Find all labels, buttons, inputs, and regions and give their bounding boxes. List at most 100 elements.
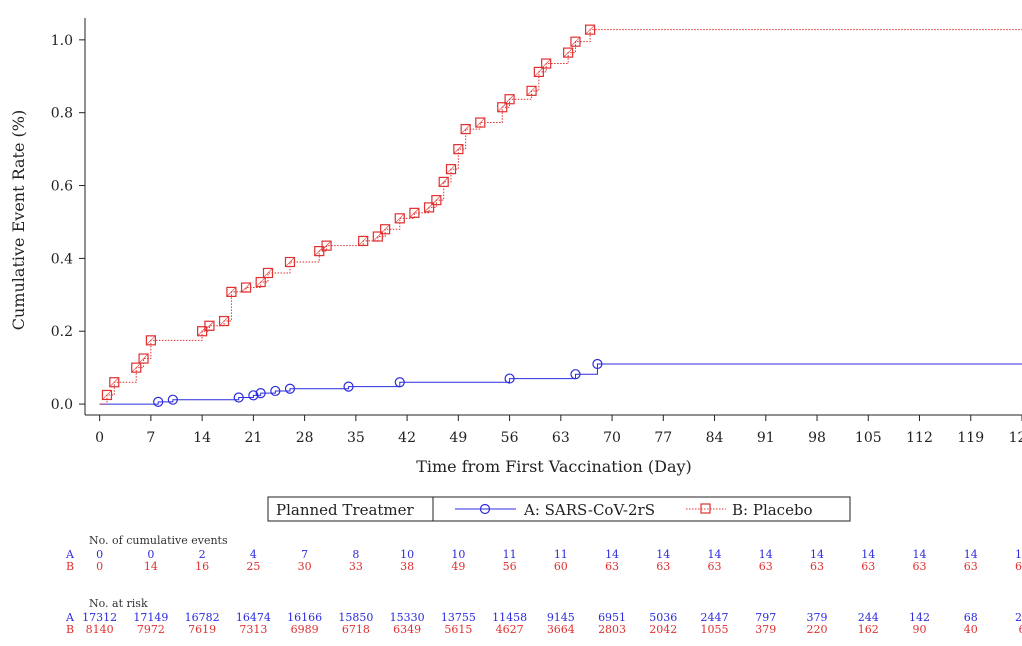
risk-table-cell: 6951 — [598, 611, 626, 624]
data-point-b — [284, 256, 296, 268]
data-point-b — [218, 315, 230, 327]
x-tick-label: 112 — [906, 430, 933, 446]
data-point-b-hatch — [263, 268, 273, 278]
legend: Planned Treatmer A: SARS-CoV-2rS B: Plac… — [267, 496, 851, 522]
legend-label-b: B: Placebo — [732, 501, 813, 519]
x-tick-label: 35 — [347, 430, 365, 446]
risk-table-cell: 56 — [503, 560, 517, 573]
risk-table-cell: 2042 — [649, 623, 677, 636]
risk-table-cell: 7619 — [188, 623, 216, 636]
risk-table-cell: 60 — [554, 560, 568, 573]
data-point-b — [240, 282, 252, 293]
risk-table-cell: 0 — [96, 548, 103, 561]
data-point-b — [445, 164, 457, 175]
data-point-a — [270, 385, 281, 397]
risk-table-cell: 11 — [503, 548, 517, 561]
risk-table-cell: 14 — [1015, 548, 1022, 561]
data-point-b-hatch — [460, 124, 471, 134]
risk-table-cell: 90 — [913, 623, 927, 636]
risk-table-cell: 40 — [964, 623, 978, 636]
data-point-b — [138, 353, 149, 364]
data-point-a — [233, 392, 244, 403]
risk-table-cell: 5036 — [649, 611, 677, 624]
data-point-b — [585, 24, 596, 35]
data-point-b — [255, 276, 266, 288]
risk-table-cell: 10 — [400, 548, 414, 561]
risk-table-group-label: B — [66, 623, 74, 636]
risk-table-cell: 6 — [1019, 623, 1022, 636]
data-point-b — [504, 94, 515, 105]
risk-table-cell: 7313 — [239, 623, 267, 636]
legend-marker-a — [479, 503, 491, 515]
risk-table-group-label: B — [66, 560, 74, 573]
data-point-b — [226, 286, 237, 297]
risk-table-heading: No. of cumulative events — [89, 534, 228, 547]
risk-table-cell: 63 — [861, 560, 875, 573]
risk-table-cell: 14 — [656, 548, 670, 561]
x-tick-label: 119 — [957, 430, 984, 446]
x-tick-label: 21 — [244, 430, 262, 446]
risk-table-cell: 63 — [708, 560, 722, 573]
data-point-a — [284, 383, 296, 394]
legend-title: Planned Treatmer — [276, 501, 415, 519]
risk-table-cell: 162 — [858, 623, 879, 636]
risk-table-cell: 6349 — [393, 623, 421, 636]
data-point-b — [314, 246, 325, 257]
data-point-b — [394, 213, 405, 224]
risk-table-cell: 4 — [250, 548, 257, 561]
data-point-b-hatch — [431, 195, 442, 205]
series-line-a — [99, 363, 1022, 405]
x-tick-label: 63 — [552, 430, 570, 446]
data-point-b — [131, 362, 142, 373]
x-tick-label: 42 — [398, 430, 416, 446]
data-point-b-hatch — [358, 236, 368, 246]
risk-table-group-label: A — [65, 548, 75, 561]
data-point-a — [394, 377, 405, 388]
x-tick-label: 70 — [603, 430, 621, 446]
data-point-b — [533, 66, 544, 78]
data-point-b — [109, 377, 120, 388]
data-point-b-hatch — [138, 353, 149, 364]
x-tick-label: 77 — [654, 430, 672, 446]
y-tick-label: 0.2 — [51, 324, 73, 340]
risk-table-cell: 797 — [755, 611, 776, 624]
x-tick-label: 14 — [193, 430, 211, 446]
x-tick-label: 84 — [706, 430, 724, 446]
data-point-b — [409, 207, 420, 218]
risk-table-cell: 63 — [1015, 560, 1022, 573]
data-point-b — [460, 123, 471, 135]
risk-table-cell: 11458 — [492, 611, 527, 624]
data-point-b — [423, 202, 435, 213]
risk-table-cell: 2803 — [598, 623, 626, 636]
risk-table-cell: 7972 — [137, 623, 165, 636]
data-point-b-hatch — [146, 335, 156, 346]
data-point-b — [101, 389, 113, 401]
risk-table-cell: 4627 — [496, 623, 524, 636]
risk-table-cell: 142 — [909, 611, 930, 624]
data-point-b-hatch — [526, 86, 537, 96]
risk-table-cell: 11 — [554, 548, 568, 561]
data-point-b — [497, 102, 508, 113]
risk-table-cell: 2447 — [701, 611, 729, 624]
series-line-b — [99, 29, 1022, 405]
risk-table-cell: 220 — [807, 623, 828, 636]
risk-table-heading: No. at risk — [89, 597, 148, 610]
legend-marker-b — [700, 503, 711, 514]
risk-table-cell: 9145 — [547, 611, 575, 624]
data-point-b-hatch — [102, 390, 112, 400]
data-point-b-hatch — [395, 213, 405, 224]
data-point-b — [262, 267, 274, 279]
data-point-b — [570, 36, 581, 47]
risk-table-cell: 38 — [400, 560, 414, 573]
risk-table-cell: 63 — [964, 560, 978, 573]
axes: 0.0 0.2 0.4 0.6 0.8 1.0 0 7 14 21 28 35 42 49 56 63 70 77… — [51, 18, 1022, 446]
data-point-b — [563, 47, 574, 58]
legend-label-a: A: SARS-CoV-2rS — [523, 501, 655, 519]
x-tick-label: 7 — [146, 430, 155, 446]
x-tick-label: 56 — [501, 430, 519, 446]
plot-series — [99, 24, 1022, 407]
risk-table-cell: 1055 — [701, 623, 729, 636]
data-point-b-hatch — [453, 144, 464, 154]
